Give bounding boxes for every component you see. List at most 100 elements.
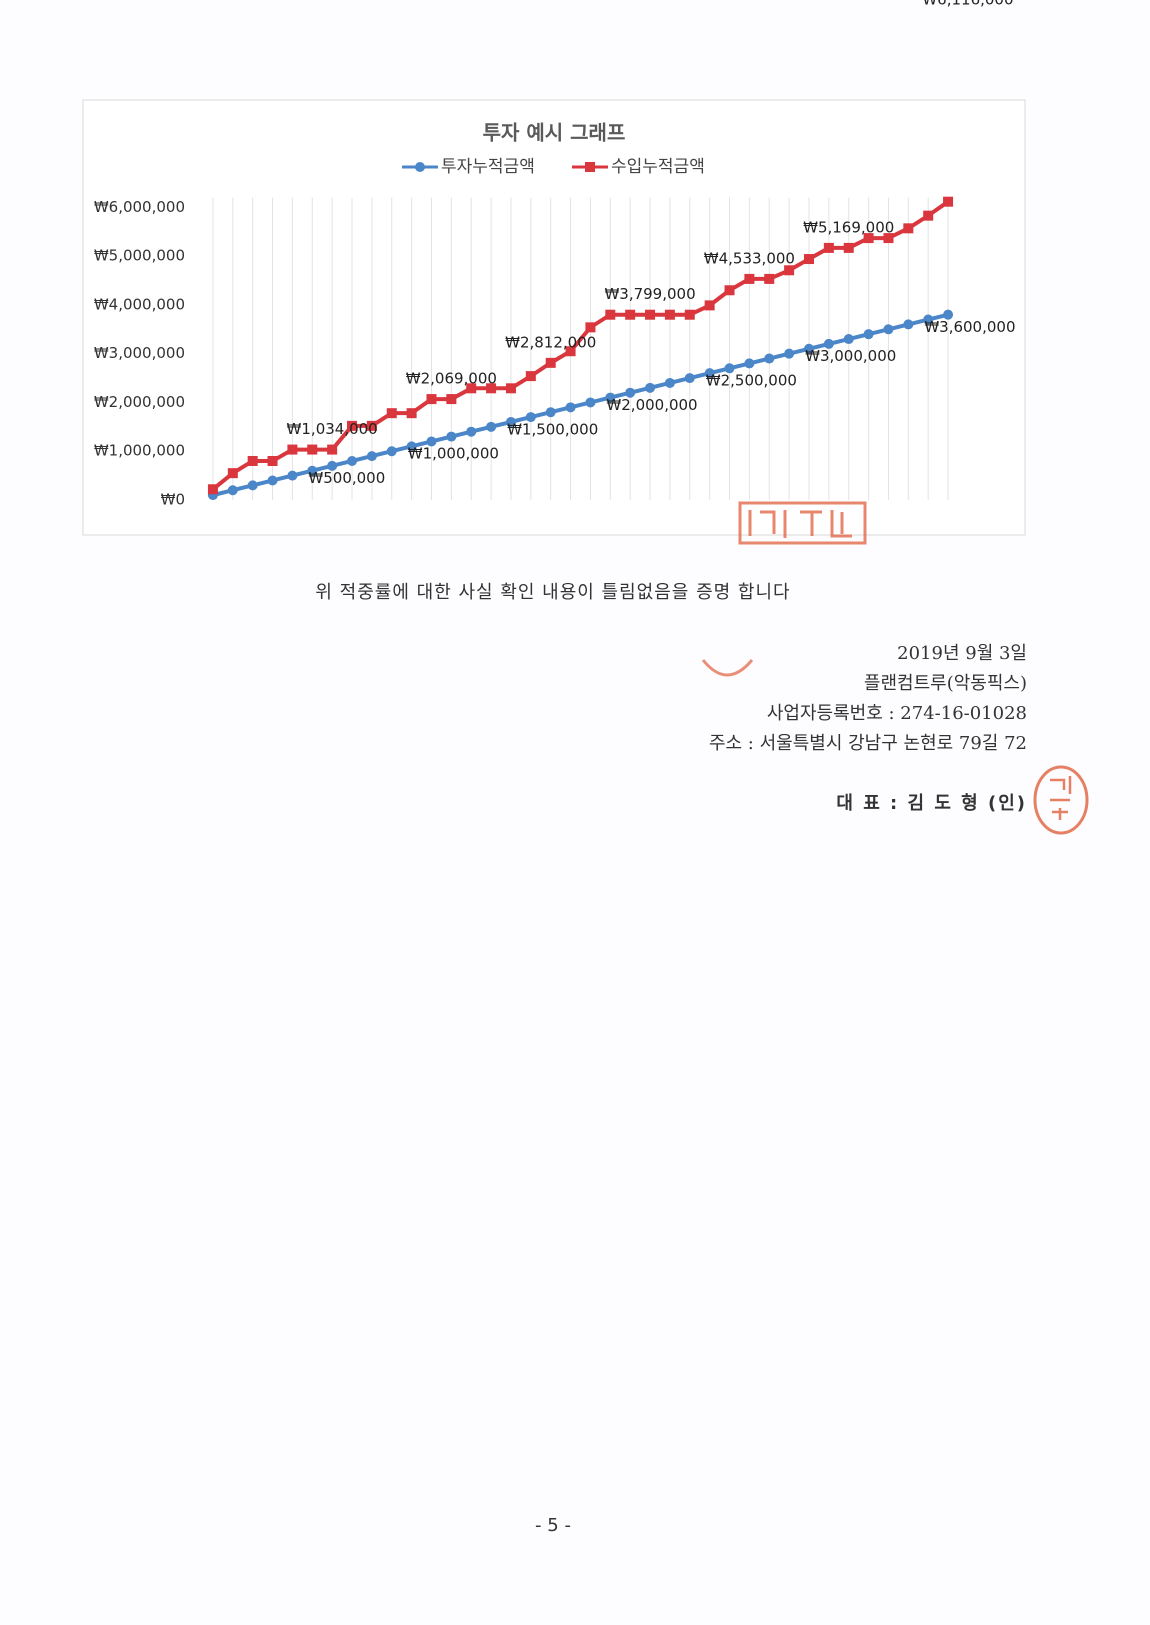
y-tick-label: ₩4,000,000 [94,295,185,313]
marker [823,242,834,253]
marker [307,444,318,455]
marker [585,397,596,408]
legend-marker [415,162,425,172]
marker [446,394,457,405]
y-tick-label: ₩2,000,000 [94,393,185,411]
marker [684,373,695,384]
legend-label: 수입누적금액 [611,157,705,177]
company: 플랜컴트루(악동픽스) [863,673,1027,694]
stamp [738,501,867,545]
page-number: - 5 - [535,1515,571,1536]
data-label: ₩2,500,000 [706,372,797,390]
marker [645,309,656,320]
marker [784,348,795,359]
stamp-frame [738,501,867,545]
chart-title: 투자 예시 그래프 [483,121,626,145]
marker [486,421,497,432]
y-tick-label: ₩3,000,000 [94,344,185,362]
marker [803,254,814,265]
marker [347,420,358,431]
data-label: ₩2,000,000 [606,396,697,414]
marker [327,460,338,471]
stamp-glyphs [748,510,852,538]
marker [466,426,477,437]
marker [307,465,318,476]
marker [366,451,377,462]
marker [764,273,775,284]
seal [1033,765,1089,835]
marker [803,343,814,354]
marker [525,371,536,382]
marker [406,441,417,452]
data-label: ₩4,533,000 [704,249,795,267]
y-tick-label: ₩0 [161,491,185,509]
marker [545,407,556,418]
marker [764,353,775,364]
statement: 위 적중률에 대한 사실 확인 내용이 틀림없음을 증명 합니다 [315,582,791,603]
marker [287,444,298,455]
data-label: ₩2,069,000 [406,370,497,388]
chart: 투자 예시 그래프 ₩0 ₩1,000,000 ₩2,000,000 ₩3,000,0… [82,0,1026,545]
data-label: ₩1,000,000 [408,445,499,463]
y-tick-label: ₩5,000,000 [94,247,185,265]
marker [545,357,556,368]
legend-marker [585,162,595,172]
partial-seal [701,659,754,677]
marker [664,309,675,320]
marker [505,383,516,394]
marker [406,408,417,419]
marker [486,383,497,394]
data-label: ₩3,000,000 [805,347,896,365]
marker [923,210,934,221]
chart-frame [82,99,1026,536]
marker [704,300,715,311]
seal-layer [701,659,1089,835]
marker [287,470,298,481]
marker [565,402,576,413]
marker [565,346,576,357]
marker [267,475,278,486]
marker [843,242,854,253]
marker [684,309,695,320]
data-label: ₩5,169,000 [803,218,894,236]
seal-glyphs [1050,776,1072,820]
marker [625,387,636,398]
marker [227,468,238,479]
address: 주소 : 서울특별시 강남구 논현로 79길 72 [708,733,1027,754]
registration: 사업자등록번호 : 274-16-01028 [766,703,1027,724]
marker [247,455,258,466]
marker [843,334,854,345]
marker [207,484,218,495]
marker [267,455,278,466]
marker [585,322,596,333]
data-label: ₩6,116,000 [922,0,1013,9]
marker [923,314,934,325]
marker [903,223,914,234]
marker [605,392,616,403]
marker [327,444,338,455]
marker [247,480,258,491]
data-label: ₩2,812,000 [505,333,596,351]
marker [903,319,914,330]
marker [724,363,735,374]
legend-label: 투자누적금액 [441,157,535,177]
data-label: ₩500,000 [308,469,385,487]
marker [366,420,377,431]
marker [426,436,437,447]
marker [883,324,894,335]
marker [386,408,397,419]
marker [525,412,536,423]
marker [227,485,238,496]
marker [744,358,755,369]
marker [605,309,616,320]
marker [744,273,755,284]
data-label: ₩3,799,000 [604,285,695,303]
data-label: ₩3,600,000 [924,318,1015,336]
date: 2019년 9월 3일 [897,643,1027,664]
marker [505,416,516,427]
marker [784,265,795,276]
marker [446,431,457,442]
data-label: ₩1,034,000 [287,420,378,438]
y-tick-label: ₩1,000,000 [94,442,185,460]
